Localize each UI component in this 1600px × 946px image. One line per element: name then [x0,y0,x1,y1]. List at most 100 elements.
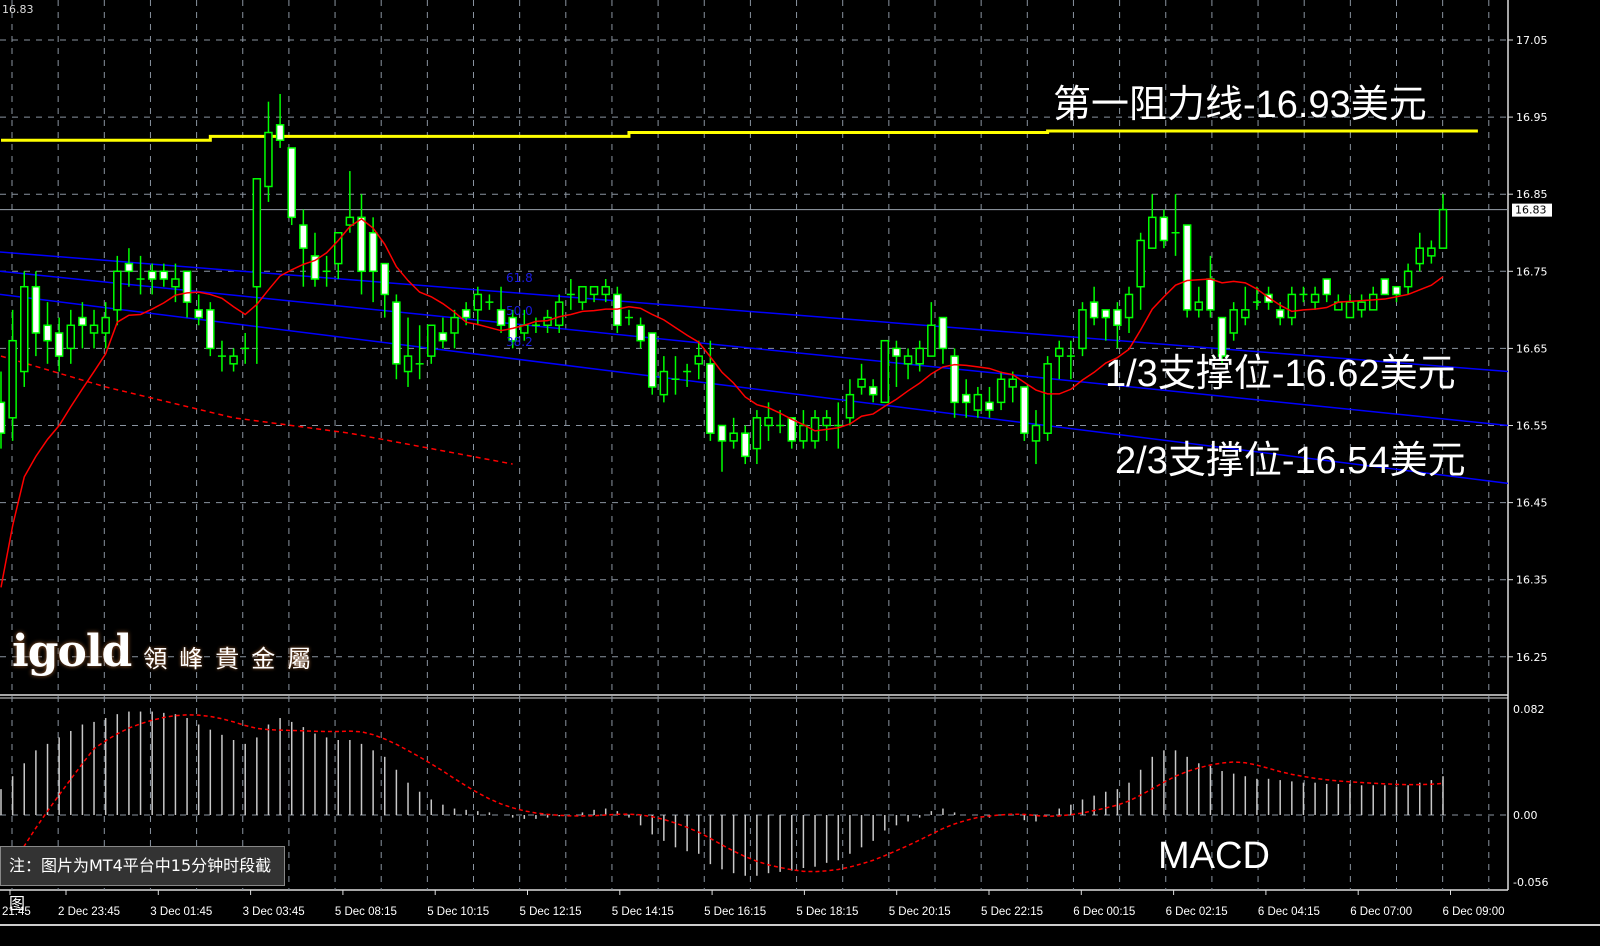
candle-body-bull [659,370,669,396]
candle [1322,278,1331,303]
candle-body-bear [124,262,134,273]
candle [996,371,1006,411]
candle [938,316,948,364]
candle [450,309,459,349]
candle [1357,294,1366,318]
candle [903,348,913,380]
candle [66,309,76,364]
time-tick-label: 5 Dec 18:15 [796,906,858,918]
long-ma-line [0,355,513,465]
candle [717,424,727,472]
candle-body-bear [31,285,41,334]
time-tick-label: 21:45 [2,906,31,918]
candle [0,371,6,449]
candle [43,302,52,364]
resistance-line [1,129,1478,142]
candle [834,402,843,449]
candle [1206,255,1215,318]
candle [264,101,273,202]
candle [624,309,633,326]
candle-body-bull [171,278,180,288]
candle [380,262,390,318]
candle-body-bear [892,347,901,357]
candle-body-bear [1322,278,1331,296]
candle-body-bull [1124,293,1134,319]
candle [985,386,994,418]
current-price-label: 16.83 [1515,204,1547,217]
candle-body-bull [1345,301,1355,319]
price-tick-label: 16.55 [1516,420,1548,433]
candle [275,93,285,148]
candle [229,348,238,372]
macd-tick-label: 0.00 [1513,809,1538,822]
candle-body-bear [1113,309,1122,327]
channel-line [0,251,1509,373]
candle-body-bear [78,316,87,327]
time-tick-label: 6 Dec 02:15 [1166,906,1228,918]
candle-body-bear [647,332,657,388]
support1-annotation: 1/3支撑位-16.62美元 [1105,353,1456,395]
candle [252,178,262,364]
candle-body-bull [403,355,413,373]
candle [54,317,64,372]
price-tick-label: 16.65 [1516,342,1548,355]
time-tick-label: 6 Dec 00:15 [1073,906,1135,918]
candle-body-bull [1357,301,1366,311]
candle-body-bull [427,324,436,357]
candle [1054,340,1064,380]
candle [787,417,797,449]
candle-body-bull [554,301,564,327]
candle-body-bull [578,285,587,303]
candle-body-bear [159,270,169,280]
candle [182,270,192,318]
candle-body-bear [1101,309,1111,319]
price-tick-label: 17.05 [1516,34,1548,47]
candle-body-bear [206,309,215,350]
candle [1171,194,1180,256]
candle [752,410,762,465]
candle-body-bear [43,324,52,342]
candle [392,294,401,380]
candle [973,386,983,418]
time-tick-label: 2 Dec 23:45 [58,906,120,918]
logo-main-text: igold [12,626,132,677]
candle [1415,232,1424,272]
time-tick-label: 5 Dec 16:15 [704,906,766,918]
candle-body-bear [961,393,971,404]
candle-body-bull [915,347,924,365]
candle [1217,316,1227,364]
candle-body-bull [66,324,76,350]
time-tick-label: 6 Dec 09:00 [1443,906,1505,918]
candle-body-bull [729,432,738,442]
candle [1066,340,1075,380]
candle-body-bull [1229,309,1238,334]
time-tick-label: 6 Dec 04:15 [1258,906,1320,918]
candle [206,302,215,357]
candle [299,209,308,287]
candle [1345,294,1355,319]
candle-body-bull [1403,270,1413,288]
time-tick-label: 3 Dec 03:45 [243,906,305,918]
candle [1403,263,1413,295]
candle [1368,286,1378,311]
candle [857,363,866,395]
candle [1078,302,1087,357]
logo-sub-text: 領峰貴金屬 [143,645,324,673]
candle [345,171,355,233]
candle-body-bull [264,131,273,188]
candle [1252,286,1261,310]
candle [438,317,448,349]
candle [31,271,41,357]
candle-body-bull [1427,247,1436,257]
candle [1182,224,1192,318]
candle [1229,302,1238,341]
candle-body-bull [1368,293,1378,311]
candle [578,285,587,310]
candle [403,317,413,387]
candle [194,294,203,326]
candle [8,309,17,441]
candle-body-bear [717,424,727,442]
price-tick-label: 16.35 [1516,574,1548,587]
candle [636,317,645,349]
